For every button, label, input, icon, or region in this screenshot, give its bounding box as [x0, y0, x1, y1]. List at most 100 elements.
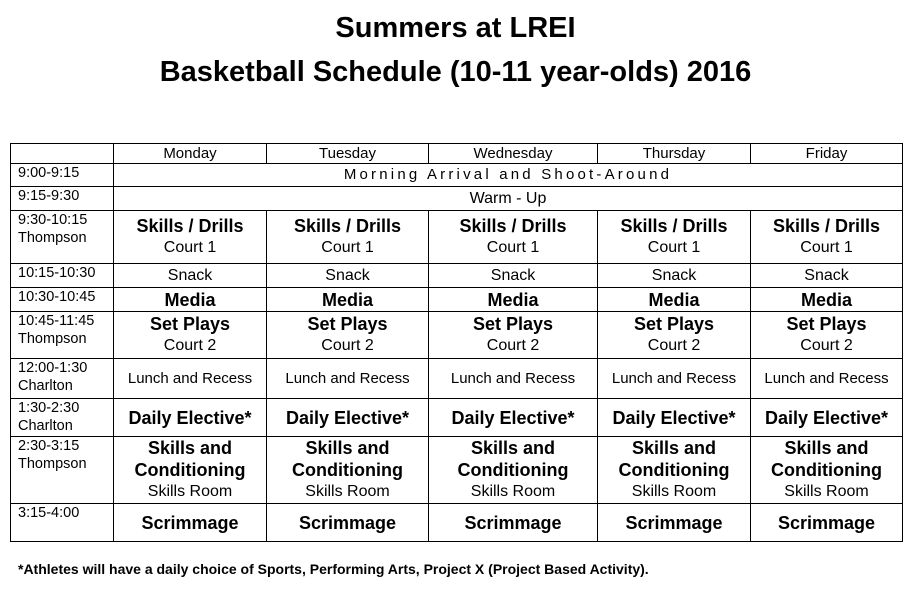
location-label: Charlton [18, 418, 73, 434]
activity-line: Skills Room [147, 483, 233, 500]
activity-line: Lunch and Recess [611, 369, 737, 387]
activity-line: Conditioning [618, 460, 730, 480]
activity-line: Lunch and Recess [450, 369, 576, 387]
activity-cell-thursday: Skills / Drills Court 1 [597, 210, 751, 264]
table-row: 10:30-10:45 Media Media Media Media Media [10, 287, 903, 312]
activity-line: Court 2 [163, 337, 217, 354]
day-header-tuesday: Tuesday [266, 143, 429, 164]
table-row: 9:30-10:15 Thompson Skills / Drills Court 1… [10, 210, 903, 264]
activity-cell-friday: Lunch and Recess [750, 358, 903, 399]
activity-line: Snack [167, 266, 213, 284]
activity-line: Media [487, 289, 539, 310]
time-cell: 9:15-9:30 [10, 186, 114, 211]
activity-line: Daily Elective* [128, 407, 252, 428]
activity-line: Scrimmage [625, 512, 723, 533]
activity-cell-wednesday: Skills and Conditioning Skills Room [428, 436, 598, 504]
time-label: 9:15-9:30 [18, 188, 80, 204]
activity-line: Set Plays [149, 314, 231, 334]
activity-cell-all-days: Warm - Up [113, 186, 903, 211]
activity-line: Skills / Drills [772, 216, 881, 236]
time-cell: 2:30-3:15 Thompson [10, 436, 114, 504]
activity-cell-thursday: Daily Elective* [597, 398, 751, 437]
activity-cell-tuesday: Snack [266, 263, 429, 288]
time-cell: 1:30-2:30 Charlton [10, 398, 114, 437]
activity-cell-friday: Set Plays Court 2 [750, 311, 903, 359]
activity-line: Daily Elective* [612, 407, 736, 428]
activity-line: Scrimmage [464, 512, 562, 533]
table-row: 9:00-9:15 Morning Arrival and Shoot-Aroun… [10, 163, 903, 187]
activity-line: Snack [651, 266, 697, 284]
time-cell: 3:15-4:00 [10, 503, 114, 542]
activity-cell-wednesday: Scrimmage [428, 503, 598, 542]
location-label: Charlton [18, 378, 73, 394]
activity-line: Skills / Drills [459, 216, 567, 236]
activity-line: Court 1 [486, 239, 540, 256]
activity-line: Skills Room [631, 483, 717, 500]
activity-cell-thursday: Snack [597, 263, 751, 288]
activity-cell-monday: Lunch and Recess [113, 358, 267, 399]
activity-line: Set Plays [633, 314, 715, 334]
activity-cell-wednesday: Skills / Drills Court 1 [428, 210, 598, 264]
activity-line: Set Plays [307, 314, 388, 334]
time-cell: 9:30-10:15 Thompson [10, 210, 114, 264]
activity-line: Lunch and Recess [764, 369, 889, 387]
activity-line: Daily Elective* [285, 407, 410, 428]
activity-line: Court 1 [647, 239, 701, 256]
time-label: 1:30-2:30 [18, 400, 80, 416]
day-header-friday: Friday [750, 143, 903, 164]
activity-line: Daily Elective* [764, 407, 889, 428]
activity-line: Skills Room [470, 483, 556, 500]
activity-cell-wednesday: Lunch and Recess [428, 358, 598, 399]
activity-line: Conditioning [457, 460, 569, 480]
activity-line: Court 1 [321, 239, 374, 256]
table-row: 10:15-10:30 Snack Snack Snack Snack Snack [10, 263, 903, 288]
time-label: 10:30-10:45 [18, 289, 96, 305]
activity-cell-tuesday: Scrimmage [266, 503, 429, 542]
activity-cell-friday: Skills and Conditioning Skills Room [750, 436, 903, 504]
activity-cell-thursday: Set Plays Court 2 [597, 311, 751, 359]
activity-line: Daily Elective* [451, 407, 575, 428]
time-cell: 10:45-11:45 Thompson [10, 311, 114, 359]
activity-line: Snack [325, 266, 370, 284]
activity-line: Court 2 [321, 337, 374, 354]
activity-line: Skills and [470, 438, 556, 458]
activity-cell-friday: Snack [750, 263, 903, 288]
activity-cell-all-days: Morning Arrival and Shoot-Around [113, 163, 903, 187]
table-row: 9:15-9:30 Warm - Up [10, 186, 903, 211]
day-header-thursday: Thursday [597, 143, 751, 164]
activity-cell-tuesday: Media [266, 287, 429, 312]
activity-cell-friday: Scrimmage [750, 503, 903, 542]
activity-cell-tuesday: Daily Elective* [266, 398, 429, 437]
page-subtitle: Basketball Schedule (10-11 year-olds) 20… [159, 56, 752, 88]
activity-line: Court 1 [163, 239, 217, 256]
page-title: Summers at LREI [335, 12, 576, 44]
activity-line: Scrimmage [298, 512, 397, 533]
activity-line: Skills and [784, 438, 869, 458]
activity-cell-monday: Skills and Conditioning Skills Room [113, 436, 267, 504]
activity-cell-tuesday: Skills / Drills Court 1 [266, 210, 429, 264]
activity-cell-friday: Skills / Drills Court 1 [750, 210, 903, 264]
activity-line: Media [800, 289, 852, 310]
time-label: 12:00-1:30 [18, 360, 88, 376]
activity-cell-thursday: Scrimmage [597, 503, 751, 542]
time-label: 3:15-4:00 [18, 505, 80, 521]
activity-line: Skills and [147, 438, 233, 458]
header-row: Monday Tuesday Wednesday Thursday Friday [10, 143, 903, 164]
activity-cell-monday: Snack [113, 263, 267, 288]
activity-line: Court 2 [647, 337, 701, 354]
activity-line: Skills / Drills [136, 216, 244, 236]
activity-cell-wednesday: Daily Elective* [428, 398, 598, 437]
location-label: Thompson [18, 230, 87, 246]
activity-line: Lunch and Recess [285, 369, 410, 387]
table-row: 12:00-1:30 Charlton Lunch and Recess Lunch … [10, 358, 903, 399]
activity-line: Snack [804, 266, 849, 284]
activity-cell-wednesday: Snack [428, 263, 598, 288]
activity-cell-monday: Media [113, 287, 267, 312]
day-header-wednesday: Wednesday [428, 143, 598, 164]
activity-cell-monday: Set Plays Court 2 [113, 311, 267, 359]
activity-line: Conditioning [292, 460, 403, 480]
activity-line: Snack [490, 266, 536, 284]
time-cell: 12:00-1:30 Charlton [10, 358, 114, 399]
activity-line: Skills and [305, 438, 390, 458]
table-row: 3:15-4:00 Scrimmage Scrimmage Scrimmage Scri… [10, 503, 903, 542]
